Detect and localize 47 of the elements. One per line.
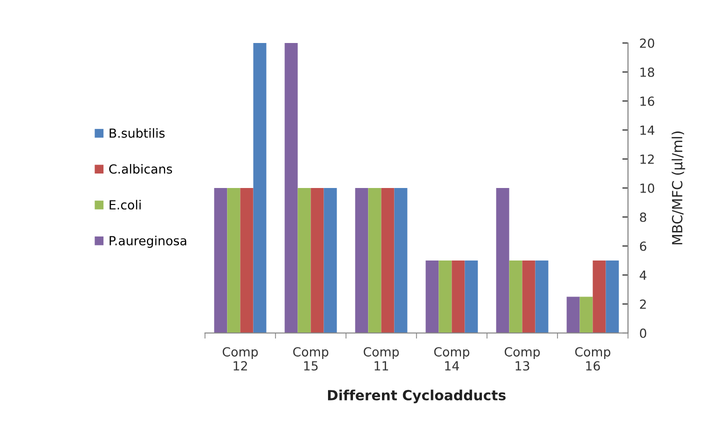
legend-label: B.subtilis <box>110 128 165 138</box>
y-tick-label: 20 <box>640 38 654 48</box>
bar <box>284 43 298 333</box>
y-tick-label: 16 <box>640 96 654 106</box>
x-tick-label: Comp 11 <box>364 347 399 370</box>
bar <box>452 260 465 333</box>
y-tick-label: 18 <box>640 67 654 77</box>
bar <box>592 260 606 333</box>
x-tick-label: Comp 14 <box>434 347 470 370</box>
bar <box>580 296 593 333</box>
bar <box>355 188 368 333</box>
y-tick-label: 12 <box>640 154 654 164</box>
bar <box>324 188 337 333</box>
y-tick-label: 8 <box>640 212 646 222</box>
y-tick-label: 2 <box>640 299 646 309</box>
legend-label: E.coli <box>110 200 141 210</box>
x-tick-label: Comp 12 <box>222 347 258 370</box>
bar <box>227 188 240 333</box>
bar <box>214 188 228 333</box>
bar <box>381 188 394 333</box>
bar <box>522 260 536 333</box>
bar <box>426 260 439 333</box>
bar <box>253 43 266 333</box>
bar <box>438 260 452 333</box>
bar <box>496 188 510 333</box>
legend-label: P.aureginosa <box>110 236 186 248</box>
bar <box>464 260 478 333</box>
x-axis-title: Different Cycloadducts <box>328 390 506 404</box>
y-tick-label: 0 <box>640 328 646 338</box>
bar <box>298 188 311 333</box>
bar <box>509 260 522 333</box>
bar <box>606 260 619 333</box>
bar <box>535 260 548 333</box>
bar <box>566 296 580 333</box>
x-tick-label: Comp 13 <box>504 347 540 371</box>
bar <box>240 188 254 333</box>
y-tick-label: 4 <box>640 270 646 280</box>
bar <box>368 188 382 333</box>
y-tick-label: 14 <box>640 126 654 135</box>
y-axis-title: MBC/MFC (µl/ml) <box>672 132 686 244</box>
bar <box>310 188 324 333</box>
y-tick-label: 6 <box>640 241 646 251</box>
x-tick-label: Comp 16 <box>575 347 610 371</box>
y-tick-label: 10 <box>640 183 654 193</box>
legend-label: C.albicans <box>109 164 172 174</box>
x-tick-label: Comp 15 <box>293 347 328 371</box>
bar <box>394 188 408 333</box>
